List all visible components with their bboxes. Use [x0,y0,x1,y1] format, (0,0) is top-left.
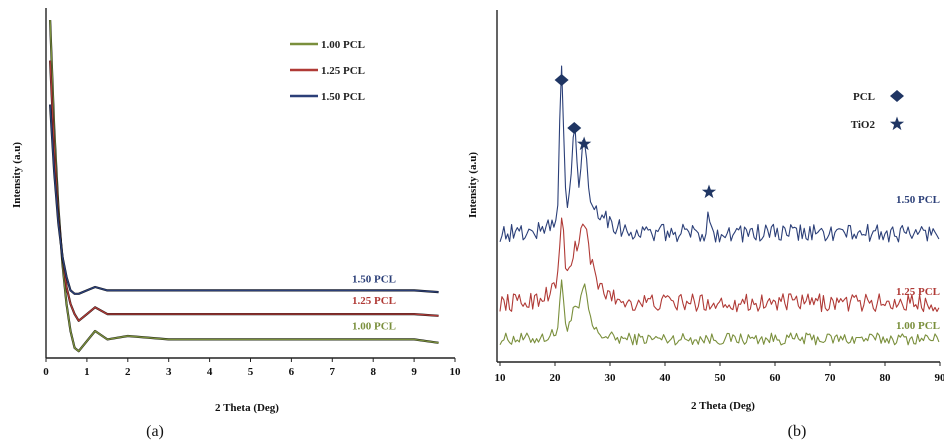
legend-diamond-icon [890,90,904,102]
panel-b-x-tick-label: 60 [770,372,782,384]
panel-b-x-tick-label: 10 [495,372,507,384]
panel-a-x-tick-label: 0 [43,366,49,378]
panel-a-x-tick-label: 4 [207,366,213,378]
panel-b-y-axis-label: Intensity (a.u) [467,152,479,218]
tio2-peak-star-marker [577,137,591,151]
panel-a-x-tick-label: 3 [166,366,172,378]
panel-b-x-tick-label: 30 [605,372,617,384]
panel-a-legend-label: 1.25 PCL [321,65,365,77]
panel-b-legend-label: TiO2 [851,119,876,131]
panel-a-series-label: 1.00 PCL [352,320,396,332]
panel-b-series-line [500,280,939,345]
panel-a: 0 1 2 3 4 5 6 7 8 9 10 1.50 PCL 1.25 PCL 1.00 PCL 1.… [11,8,461,440]
panel-b: 10 20 30 40 50 60 70 80 90 1.50 PCL 1.25 PCL 1.00 … [467,10,944,440]
panel-b-x-tick-label: 40 [660,372,672,384]
panel-b-x-tick-label: 80 [880,372,892,384]
panel-a-series-label: 1.50 PCL [352,273,396,285]
panel-b-x-tick-label: 50 [715,372,727,384]
panel-a-series-shadow [50,105,439,294]
panel-a-legend-label: 1.50 PCL [321,91,365,103]
panel-b-legend-label: PCL [853,91,875,103]
panel-a-x-tick-label: 6 [289,366,295,378]
panel-b-x-tick-label: 90 [935,372,944,384]
panel-b-x-tick-label: 20 [550,372,562,384]
panel-a-x-tick-label: 10 [450,366,462,378]
panel-a-x-tick-label: 7 [330,366,336,378]
panel-a-x-tick-label: 2 [125,366,131,378]
panel-a-legend-label: 1.00 PCL [321,39,365,51]
panel-a-y-axis-label: Intensity (a.u) [11,142,23,208]
pcl-peak-diamond-marker [555,74,569,86]
panel-b-series-label: 1.25 PCL [896,286,940,298]
panel-a-x-tick-label: 8 [370,366,376,378]
panel-b-series-label: 1.50 PCL [896,194,940,206]
panel-a-series-line [50,105,439,294]
tio2-peak-star-marker [702,185,716,199]
panel-a-x-tick-label: 1 [84,366,90,378]
panel-a-x-tick-label: 9 [411,366,417,378]
panel-a-series-label: 1.25 PCL [352,295,396,307]
panel-b-x-tick-label: 70 [825,372,837,384]
panel-a-label: (a) [146,423,164,440]
panel-a-x-axis-label: 2 Theta (Deg) [215,402,279,414]
legend-star-icon [890,117,904,131]
panel-b-series-label: 1.00 PCL [896,320,940,332]
panel-b-x-axis-label: 2 Theta (Deg) [691,400,755,412]
panel-a-x-tick-label: 5 [248,366,254,378]
panel-b-label: (b) [788,423,807,440]
pcl-peak-diamond-marker [567,122,581,134]
